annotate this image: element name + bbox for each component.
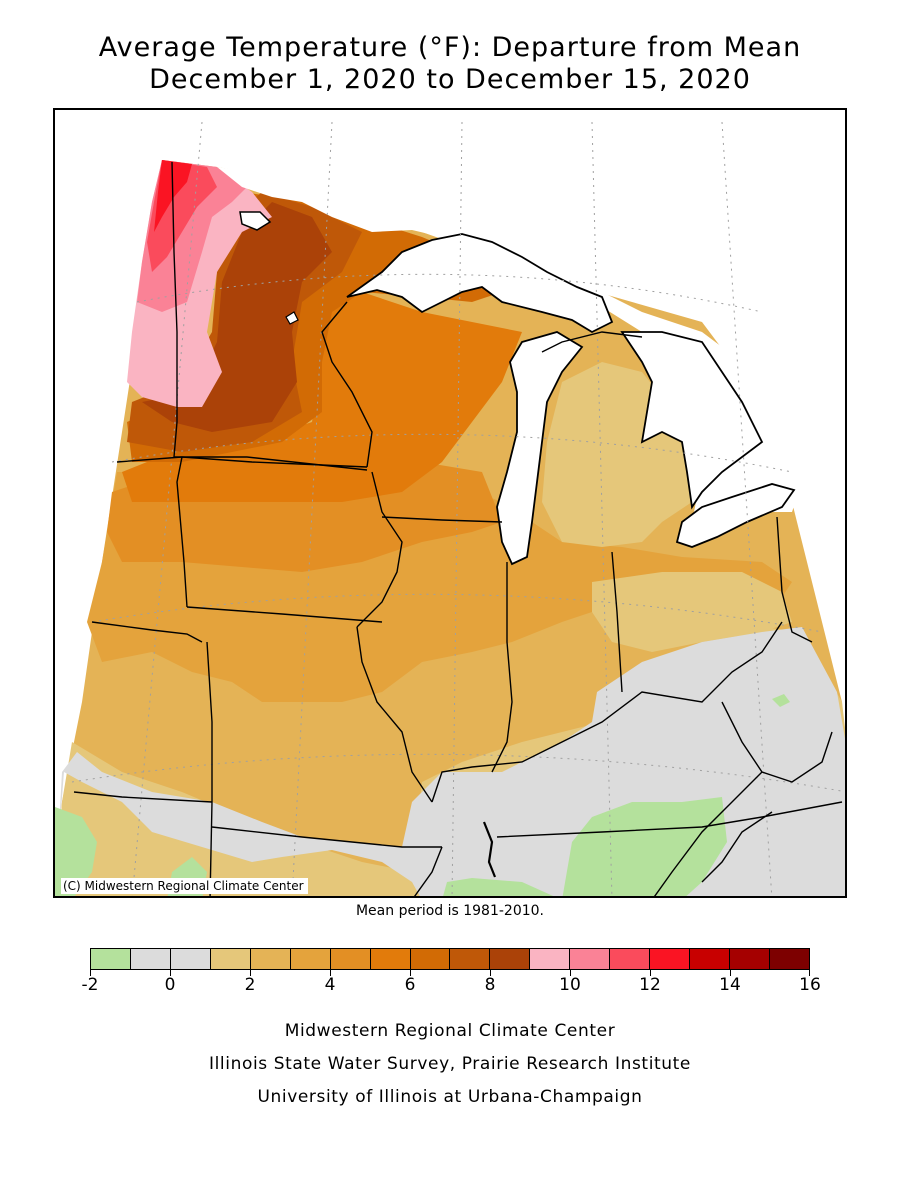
legend-ticks <box>90 970 810 978</box>
legend-tick <box>730 970 731 976</box>
ky-tn-border <box>496 801 843 838</box>
region-below-normal-ky <box>562 797 727 896</box>
ohio-river <box>431 621 783 803</box>
legend-tick-label: 2 <box>244 975 256 995</box>
region-below-normal-west <box>55 807 97 896</box>
mississippi-south <box>413 846 443 896</box>
legend-swatch <box>170 949 211 969</box>
legend-tick <box>170 970 171 976</box>
legend-tick-label: 0 <box>164 975 176 995</box>
legend-swatch <box>410 949 451 969</box>
upper-red-lake <box>285 311 299 325</box>
va-ky-border <box>653 771 763 896</box>
lake-erie <box>675 483 796 548</box>
mn-ia-border <box>176 456 188 608</box>
mn-ia-south <box>174 456 368 471</box>
nd-sd-border <box>116 456 368 468</box>
il-in-border <box>491 562 513 773</box>
oh-pa-border <box>776 516 813 643</box>
ne-ks-border <box>73 791 213 803</box>
legend-tick <box>90 970 91 976</box>
legend-swatch <box>370 949 411 969</box>
credit-line-2: Illinois State Water Survey, Prairie Res… <box>209 1054 691 1074</box>
state-borders <box>73 161 843 896</box>
nd-mn-border <box>171 161 178 458</box>
legend-swatch <box>450 949 491 969</box>
region-8-9 <box>142 202 332 432</box>
legend-swatch <box>330 949 371 969</box>
legend-tick <box>410 970 411 976</box>
wv-border <box>721 701 833 783</box>
legend-tick-label: 10 <box>559 975 581 995</box>
legend-tick <box>809 970 810 976</box>
il-mo-border <box>356 626 433 803</box>
ia-mo-border <box>186 606 383 623</box>
legend-swatch <box>91 949 131 969</box>
credit-line-1: Midwestern Regional Climate Center <box>284 1021 616 1041</box>
legend-tick-label: 8 <box>484 975 496 995</box>
legend-tick-label: 4 <box>324 975 336 995</box>
legend-swatch <box>570 949 611 969</box>
legend-swatch <box>250 949 291 969</box>
legend-swatch <box>610 949 651 969</box>
legend-tick-label: 16 <box>799 975 821 995</box>
mi-border <box>541 331 643 353</box>
legend-swatch <box>290 949 331 969</box>
legend-swatch <box>530 949 571 969</box>
legend-swatch <box>650 949 691 969</box>
temperature-departure-map: (C) Midwestern Regional Climate Center <box>53 108 847 898</box>
legend-tick-label: -2 <box>81 975 99 995</box>
legend-tick <box>490 970 491 976</box>
mississippi-river <box>482 821 497 878</box>
credit-line-3: University of Illinois at Urbana-Champai… <box>257 1087 643 1107</box>
legend-tick-label: 6 <box>404 975 416 995</box>
lake-of-the-woods <box>239 211 272 231</box>
legend-swatch <box>210 949 251 969</box>
color-legend <box>90 948 810 970</box>
legend-tick-label: 12 <box>639 975 661 995</box>
region-below-normal-south <box>443 878 554 896</box>
region-below-normal-ohio <box>772 694 790 707</box>
mn-wi-border <box>321 301 373 468</box>
ks-mo-border <box>206 641 213 896</box>
region-1-2-ohio <box>592 572 792 652</box>
map-title: Average Temperature (°F): Departure from… <box>98 32 802 63</box>
lake-superior <box>346 233 614 334</box>
mo-ar-border <box>211 826 442 848</box>
wi-il-border <box>381 516 503 523</box>
map-canvas <box>55 110 845 896</box>
map-copyright: (C) Midwestern Regional Climate Center <box>61 878 308 894</box>
map-date-range: December 1, 2020 to December 15, 2020 <box>149 64 751 95</box>
legend-swatch <box>769 949 809 969</box>
in-oh-border <box>611 551 623 693</box>
legend-tick <box>330 970 331 976</box>
legend-tick <box>570 970 571 976</box>
legend-swatch <box>730 949 770 969</box>
legend-tick <box>650 970 651 976</box>
lake-huron <box>620 331 764 510</box>
mean-period-note: Mean period is 1981-2010. <box>355 903 545 919</box>
legend-tick <box>250 970 251 976</box>
ia-il-border <box>356 471 403 628</box>
legend-swatch <box>490 949 531 969</box>
legend-tick-label: 14 <box>719 975 741 995</box>
legend-swatch <box>130 949 171 969</box>
legend-swatch <box>690 949 730 969</box>
lake-michigan <box>496 331 584 566</box>
graticule <box>71 121 845 896</box>
legend-tick-labels: -2 0 2 4 6 8 10 12 14 16 <box>82 975 821 999</box>
sd-ne-border <box>91 621 203 643</box>
nc-border <box>701 811 773 883</box>
